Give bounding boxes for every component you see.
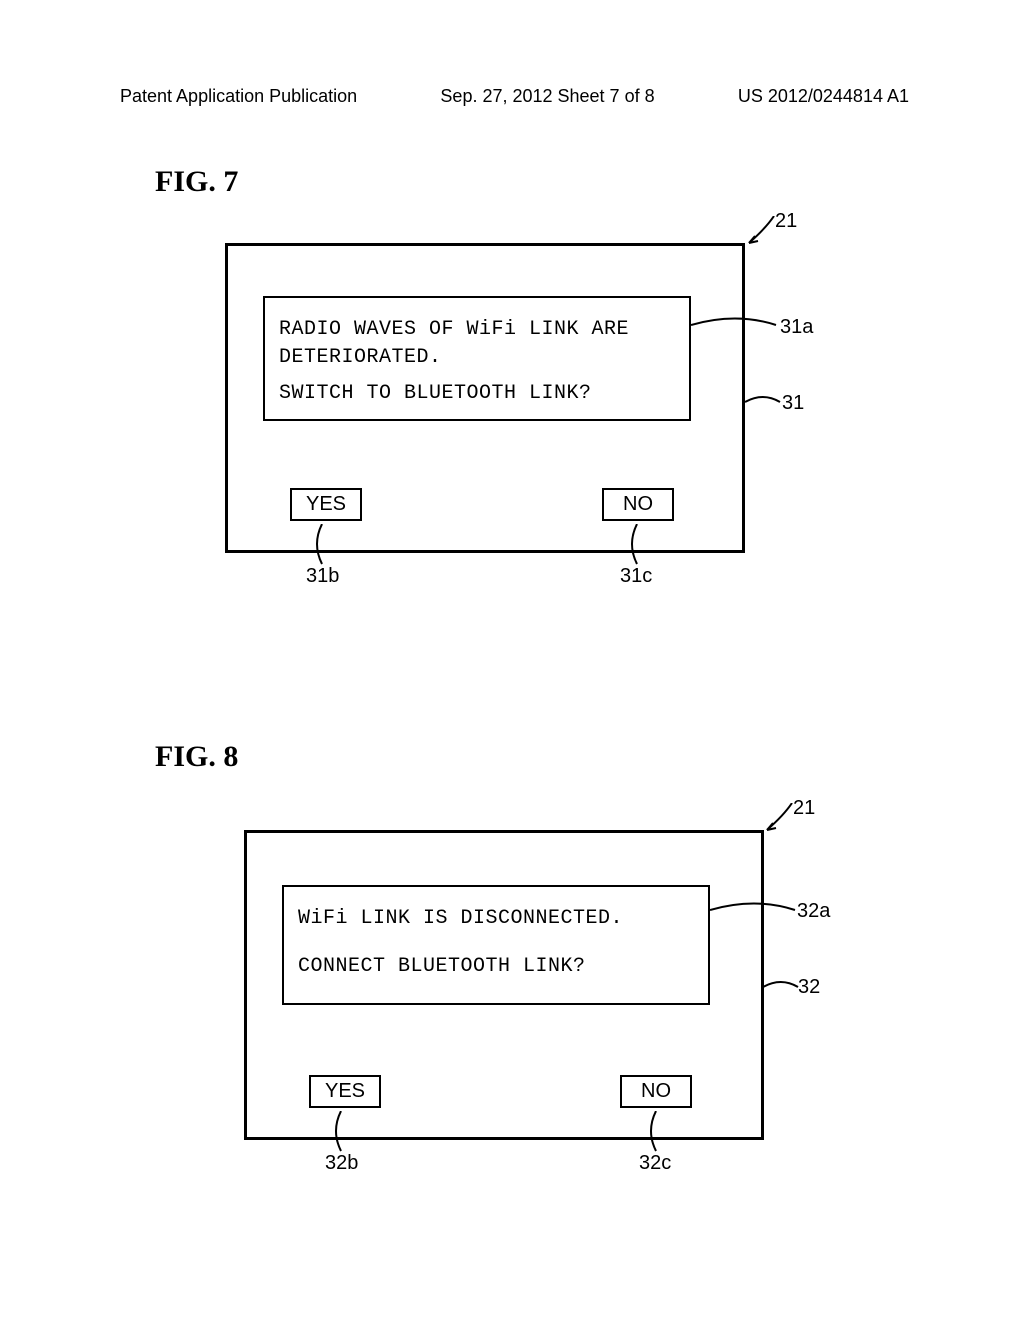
ref-32: 32 <box>798 976 820 999</box>
ref-connector-32b <box>329 1111 354 1153</box>
no-label-fig7: NO <box>623 493 653 515</box>
ref-31b: 31b <box>306 565 339 588</box>
ref-connector-31 <box>745 395 785 410</box>
ref-connector-31b <box>310 524 335 566</box>
dialog-line1-fig7: RADIO WAVES OF WiFi LINK ARE <box>279 316 675 344</box>
yes-button-fig7[interactable]: YES <box>290 488 362 521</box>
page-header: Patent Application Publication Sep. 27, … <box>0 86 1024 107</box>
header-left: Patent Application Publication <box>120 86 357 107</box>
no-button-fig7[interactable]: NO <box>602 488 674 521</box>
dialog-fig8: WiFi LINK IS DISCONNECTED. CONNECT BLUET… <box>282 885 710 1005</box>
ref-32c: 32c <box>639 1152 671 1175</box>
dialog-line3-fig7: SWITCH TO BLUETOOTH LINK? <box>279 380 675 408</box>
dialog-fig7: RADIO WAVES OF WiFi LINK ARE DETERIORATE… <box>263 296 691 421</box>
dialog-line2-fig7: DETERIORATED. <box>279 344 675 372</box>
ref-32a: 32a <box>797 900 830 923</box>
figure-8-title: FIG. 8 <box>155 740 238 774</box>
yes-label-fig8: YES <box>325 1080 365 1102</box>
yes-button-fig8[interactable]: YES <box>309 1075 381 1108</box>
ref-connector-31a <box>691 315 781 335</box>
ref-32b: 32b <box>325 1152 358 1175</box>
ref-connector-32 <box>763 980 803 995</box>
dialog-line1-fig8: WiFi LINK IS DISCONNECTED. <box>298 905 694 933</box>
yes-label-fig7: YES <box>306 493 346 515</box>
ref-31: 31 <box>782 392 804 415</box>
ref-21-fig8: 21 <box>793 797 815 820</box>
dialog-line3-fig8: CONNECT BLUETOOTH LINK? <box>298 953 694 981</box>
ref-connector-31c <box>625 524 650 566</box>
ref-connector-32c <box>644 1111 669 1153</box>
header-right: US 2012/0244814 A1 <box>738 86 909 107</box>
ref-21-fig7: 21 <box>775 210 797 233</box>
header-center: Sep. 27, 2012 Sheet 7 of 8 <box>440 86 654 107</box>
no-button-fig8[interactable]: NO <box>620 1075 692 1108</box>
no-label-fig8: NO <box>641 1080 671 1102</box>
ref-31c: 31c <box>620 565 652 588</box>
ref-connector-32a <box>710 900 800 920</box>
figure-7-title: FIG. 7 <box>155 165 238 199</box>
ref-31a: 31a <box>780 316 813 339</box>
